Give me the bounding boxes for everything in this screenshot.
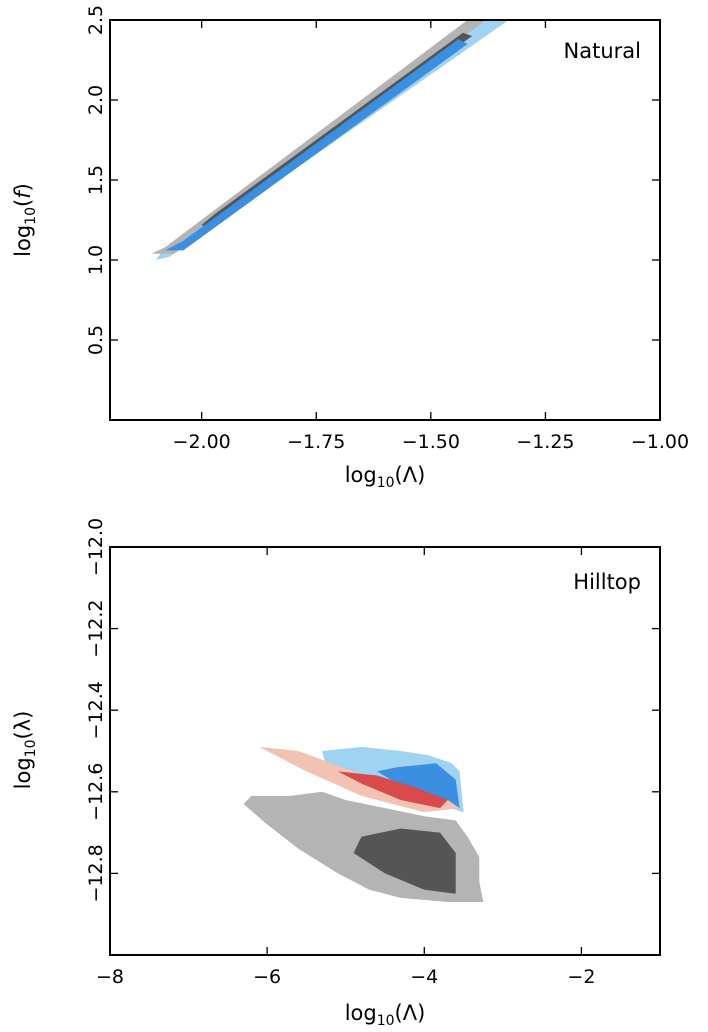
svg-text:log10(λ): log10(λ) [11,711,39,790]
hilltop-y-tick-label: −12.8 [85,844,107,902]
natural-y-tick-label: 1.0 [85,245,107,275]
hilltop-y-axis-label: log10(λ) [11,711,39,790]
natural-x-tick-label: −1.75 [287,431,345,453]
hilltop-ticks: −8 −6 −4 −2 −12.8 −12.6 −12.4 −12.2 −12.0 [85,518,660,988]
natural-y-axis-label: log10(f) [11,183,39,257]
hilltop-panel-title: Hilltop [573,570,641,594]
natural-regions [151,20,509,260]
svg-text:log10(Λ): log10(Λ) [345,463,426,491]
natural-x-axis-label: log10(Λ) [345,463,426,491]
hilltop-regions [243,746,484,902]
natural-x-tick-label: −1.50 [402,431,460,453]
natural-x-tick-label: −1.25 [516,431,574,453]
natural-x-tick-label: −2.00 [173,431,231,453]
panel-natural: −2.00 −1.75 −1.50 −1.25 −1.00 0.5 1.0 1.5 2.0 2.5… [11,5,689,491]
svg-text:log10(Λ): log10(Λ) [345,1001,426,1029]
hilltop-x-tick-label: −2 [567,966,595,988]
natural-region-blue-inner [165,39,468,251]
hilltop-region-gray-inner [353,828,456,894]
hilltop-plot-frame [109,546,661,956]
natural-y-tick-label: 0.5 [85,325,107,355]
natural-y-tick-label: 2.0 [85,85,107,115]
natural-plot-frame [109,19,661,421]
natural-ticks: −2.00 −1.75 −1.50 −1.25 −1.00 0.5 1.0 1.5 2.0 2.5 [85,5,689,453]
hilltop-y-tick-label: −12.6 [85,763,107,821]
hilltop-x-axis-label: log10(Λ) [345,1001,426,1029]
hilltop-x-tick-label: −4 [410,966,438,988]
hilltop-x-tick-label: −6 [253,966,281,988]
hilltop-y-tick-label: −12.0 [85,518,107,576]
panel-hilltop: −8 −6 −4 −2 −12.8 −12.6 −12.4 −12.2 −12.0 Hillto… [11,518,661,1029]
hilltop-y-tick-label: −12.4 [85,681,107,739]
natural-y-tick-label: 2.5 [85,5,107,35]
natural-y-tick-label: 1.5 [85,165,107,195]
hilltop-y-tick-label: −12.2 [85,599,107,657]
natural-panel-title: Natural [564,39,641,63]
natural-x-tick-label: −1.00 [631,431,689,453]
hilltop-region-red-inner [337,771,448,809]
svg-text:log10(f): log10(f) [11,183,39,257]
hilltop-x-tick-label: −8 [96,966,124,988]
